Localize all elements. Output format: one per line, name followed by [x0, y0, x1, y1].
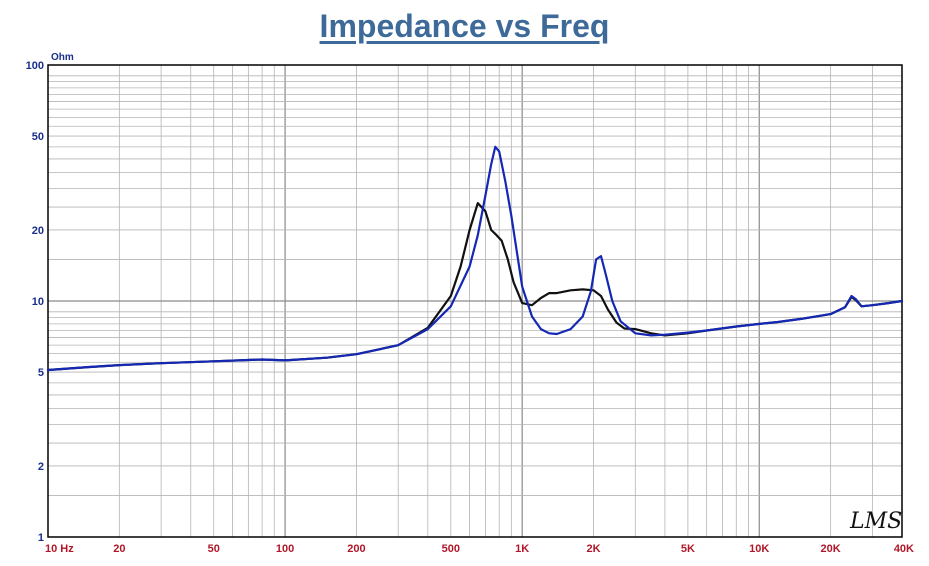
- x-tick-label: 10 Hz: [45, 543, 74, 555]
- x-tick-label: 2K: [587, 543, 601, 555]
- x-tick-label: 40K: [894, 543, 914, 555]
- y-tick-labels: 100 50 20 10 5 2 1: [26, 60, 44, 544]
- x-tick-label: 20K: [821, 543, 841, 555]
- y-tick-label: 50: [32, 131, 44, 143]
- x-tick-label: 200: [347, 543, 365, 555]
- y-tick-label: 100: [26, 60, 44, 72]
- grid: [48, 65, 902, 537]
- x-tick-label: 500: [442, 543, 460, 555]
- x-tick-labels: 10 Hz 20 50 100 200 500 1K 2K 5K 10K 20K 40K: [45, 543, 914, 555]
- curves: [46, 145, 904, 372]
- x-tick-label: 100: [276, 543, 294, 555]
- impedance-curve-1: [46, 145, 904, 372]
- y-tick-label: 1: [38, 532, 44, 544]
- y-axis-unit: Ohm: [51, 52, 74, 63]
- chart-title: Impedance vs Freq: [319, 8, 610, 44]
- y-tick-label: 20: [32, 225, 44, 237]
- x-tick-label: 5K: [681, 543, 695, 555]
- x-tick-label: 20: [113, 543, 125, 555]
- y-tick-label: 2: [38, 461, 44, 473]
- lms-watermark: LMS: [849, 509, 902, 534]
- x-tick-label: 10K: [749, 543, 769, 555]
- x-tick-label: 1K: [515, 543, 529, 555]
- x-tick-label: 50: [208, 543, 220, 555]
- y-tick-label: 10: [32, 296, 44, 308]
- y-tick-label: 5: [38, 367, 44, 379]
